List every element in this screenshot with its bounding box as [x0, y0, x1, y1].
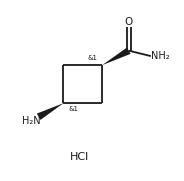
Polygon shape	[37, 103, 63, 120]
Text: H₂N: H₂N	[22, 116, 41, 126]
Text: &1: &1	[88, 55, 98, 61]
Text: HCl: HCl	[70, 151, 89, 162]
Polygon shape	[102, 47, 131, 65]
Text: O: O	[125, 17, 133, 27]
Text: &1: &1	[68, 106, 78, 112]
Text: NH₂: NH₂	[151, 51, 169, 61]
